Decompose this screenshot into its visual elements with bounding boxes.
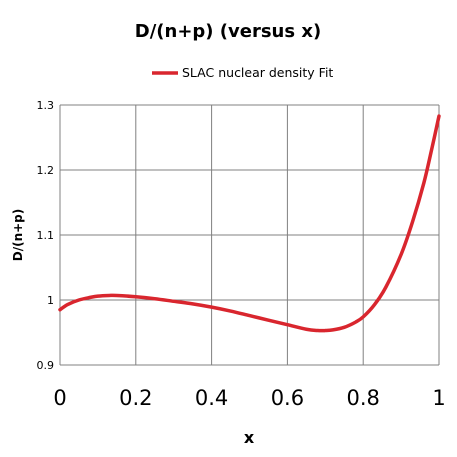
- y-axis-label: D/(n+p): [11, 209, 25, 262]
- plot-area: 0.9 1 1.1 1.2 1.3 0 0.2 0.4 0.6 0.8 1: [37, 99, 446, 410]
- x-axis-label: x: [244, 428, 255, 447]
- x-tick-label: 0.6: [271, 386, 304, 410]
- legend: SLAC nuclear density Fit: [152, 65, 333, 80]
- y-tick-label: 1: [47, 294, 54, 307]
- x-tick-labels: 0 0.2 0.4 0.6 0.8 1: [53, 386, 445, 410]
- y-tick-label: 0.9: [37, 359, 55, 372]
- legend-label: SLAC nuclear density Fit: [182, 65, 333, 80]
- series-line: [58, 114, 441, 333]
- x-tick-label: 0.2: [119, 386, 152, 410]
- x-tick-label: 0.8: [346, 386, 379, 410]
- chart-title: D/(n+p) (versus x): [135, 21, 321, 42]
- y-tick-label: 1.3: [37, 99, 55, 112]
- x-tick-label: 0: [53, 386, 66, 410]
- y-tick-label: 1.1: [37, 229, 55, 242]
- y-tick-labels: 0.9 1 1.1 1.2 1.3: [37, 99, 55, 372]
- x-tick-label: 1: [432, 386, 445, 410]
- y-tick-label: 1.2: [37, 164, 55, 177]
- grid-lines: [59, 104, 440, 366]
- x-tick-label: 0.4: [195, 386, 228, 410]
